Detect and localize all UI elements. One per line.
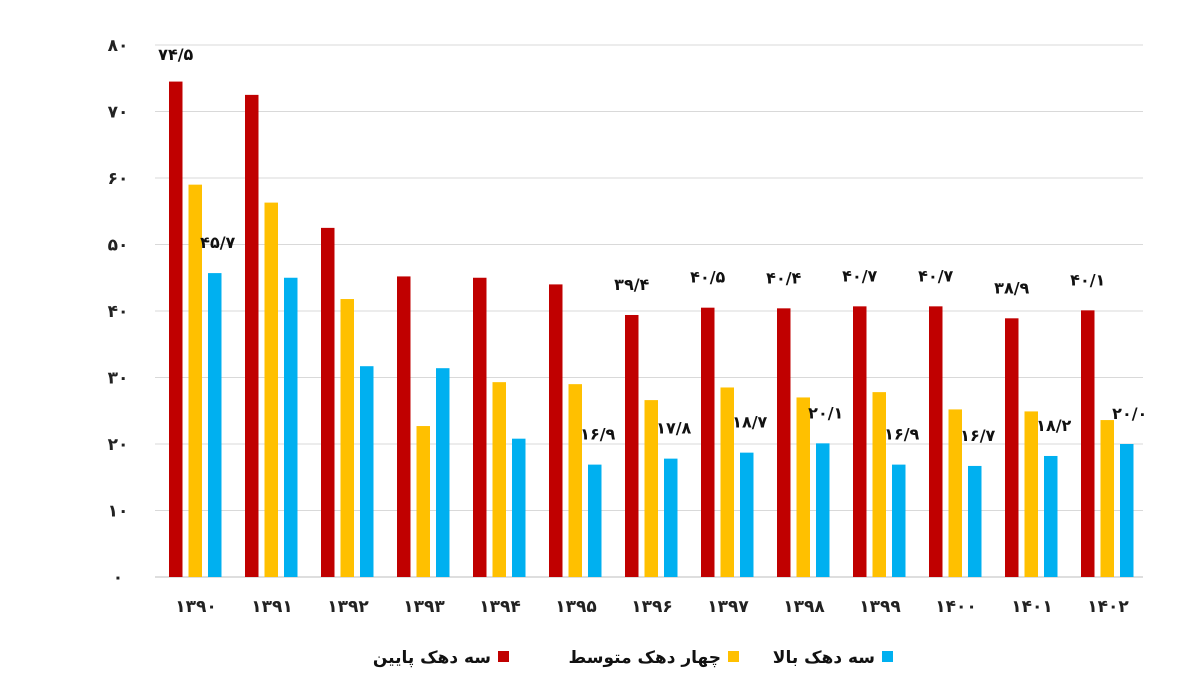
data-label: ۳۹/۴ [614, 275, 649, 294]
x-tick-label: ۱۳۹۴ [479, 597, 521, 617]
bar [625, 314, 639, 577]
x-tick-label: ۱۳۹۸ [783, 597, 825, 617]
legend-swatch [498, 651, 509, 662]
data-label: ۲۰/۱ [808, 403, 843, 422]
bar [1005, 318, 1019, 577]
bar [664, 458, 678, 577]
bar [777, 308, 791, 577]
data-label: ۱۸/۷ [732, 413, 767, 432]
data-label: ۴۰/۷ [842, 266, 877, 285]
legend-label: سه دهک پایین [373, 648, 491, 668]
bar [796, 397, 810, 577]
y-axis: ۰ ۱۰ ۲۰ ۳۰ ۴۰ ۵۰ ۶۰ ۷۰ ۸۰ [108, 36, 129, 588]
bar [929, 306, 943, 577]
data-label: ۳۸/۹ [994, 278, 1029, 297]
x-tick-label: ۱۴۰۱ [1011, 597, 1053, 617]
bar [473, 277, 487, 577]
y-tick-label: ۰ [113, 568, 123, 588]
legend-label: چهار دهک متوسط [569, 648, 721, 668]
x-axis: ۱۳۹۰ ۱۳۹۱ ۱۳۹۲ ۱۳۹۳ ۱۳۹۴ ۱۳۹۵ ۱۳۹۶ ۱۳۹۷ ۱۳۹۸ ۱۳۹۹… [175, 597, 1129, 617]
bar [720, 387, 734, 577]
y-tick-label: ۳۰ [108, 369, 129, 389]
data-label: ۱۶/۹ [884, 425, 919, 444]
y-tick-label: ۴۰ [108, 302, 129, 322]
bar [284, 277, 298, 577]
bar [264, 202, 278, 578]
y-tick-label: ۷۰ [108, 103, 129, 123]
bar-series [169, 81, 1134, 578]
legend: سه دهک پایین چهار دهک متوسط سه دهک بالا [373, 648, 893, 668]
x-tick-label: ۱۳۹۶ [631, 597, 673, 617]
bar [892, 464, 906, 577]
bar [492, 382, 506, 577]
bar [208, 273, 222, 577]
data-label: ۴۰/۱ [1070, 270, 1105, 289]
data-label: ۱۷/۸ [656, 419, 691, 438]
x-tick-label: ۱۳۹۵ [555, 597, 597, 617]
gridlines [155, 44, 1143, 578]
data-label: ۴۵/۷ [200, 233, 235, 252]
bar [512, 438, 526, 577]
bar [340, 299, 354, 577]
bar [948, 409, 962, 577]
legend-swatch [728, 651, 739, 662]
bar [816, 443, 830, 577]
bar [872, 392, 886, 577]
bar [436, 368, 450, 577]
bar [853, 306, 867, 577]
bar [397, 276, 411, 577]
y-tick-label: ۸۰ [108, 36, 129, 56]
y-tick-label: ۱۰ [108, 502, 129, 522]
bar [644, 400, 658, 577]
data-label: ۱۶/۷ [960, 426, 995, 445]
bar [1024, 411, 1038, 577]
bar [1100, 420, 1114, 577]
x-tick-label: ۱۳۹۲ [327, 597, 369, 617]
bar [1044, 455, 1058, 577]
bar [588, 464, 602, 577]
bar [416, 426, 430, 577]
bar [740, 452, 754, 577]
x-tick-label: ۱۳۹۷ [707, 597, 749, 617]
y-tick-label: ۲۰ [108, 435, 129, 455]
bar [701, 307, 715, 577]
y-tick-label: ۵۰ [108, 236, 129, 256]
x-tick-label: ۱۳۹۹ [859, 597, 901, 617]
data-label: ۷۴/۵ [158, 45, 193, 64]
data-label: ۴۰/۵ [690, 268, 725, 287]
x-tick-label: ۱۴۰۲ [1087, 597, 1129, 617]
bar [245, 94, 259, 577]
data-label: ۱۸/۲ [1036, 416, 1071, 435]
bar [188, 184, 202, 577]
bar [549, 284, 563, 577]
data-label: ۲۰/۰ [1112, 404, 1147, 423]
x-tick-label: ۱۳۹۳ [403, 597, 445, 617]
legend-swatch [882, 651, 893, 662]
x-tick-label: ۱۳۹۰ [175, 597, 217, 617]
data-labels: ۷۴/۵ ۳۹/۴ ۴۰/۵ ۴۰/۴ ۴۰/۷ ۴۰/۷ ۳۸/۹ ۴۰/۱ ۴۵/۷ ۱۶/۹… [158, 45, 1147, 445]
legend-label: سه دهک بالا [773, 648, 875, 668]
data-label: ۴۰/۴ [766, 268, 801, 287]
bar [1120, 444, 1134, 577]
y-tick-label: ۶۰ [108, 169, 129, 189]
data-label: ۴۰/۷ [918, 266, 953, 285]
bar [321, 227, 335, 577]
x-tick-label: ۱۴۰۰ [935, 597, 977, 617]
data-label: ۱۶/۹ [580, 425, 615, 444]
bar [1081, 310, 1095, 577]
bar [568, 384, 582, 577]
bar [968, 465, 982, 577]
bar [169, 81, 183, 577]
x-tick-label: ۱۳۹۱ [251, 597, 293, 617]
bar [360, 366, 374, 577]
